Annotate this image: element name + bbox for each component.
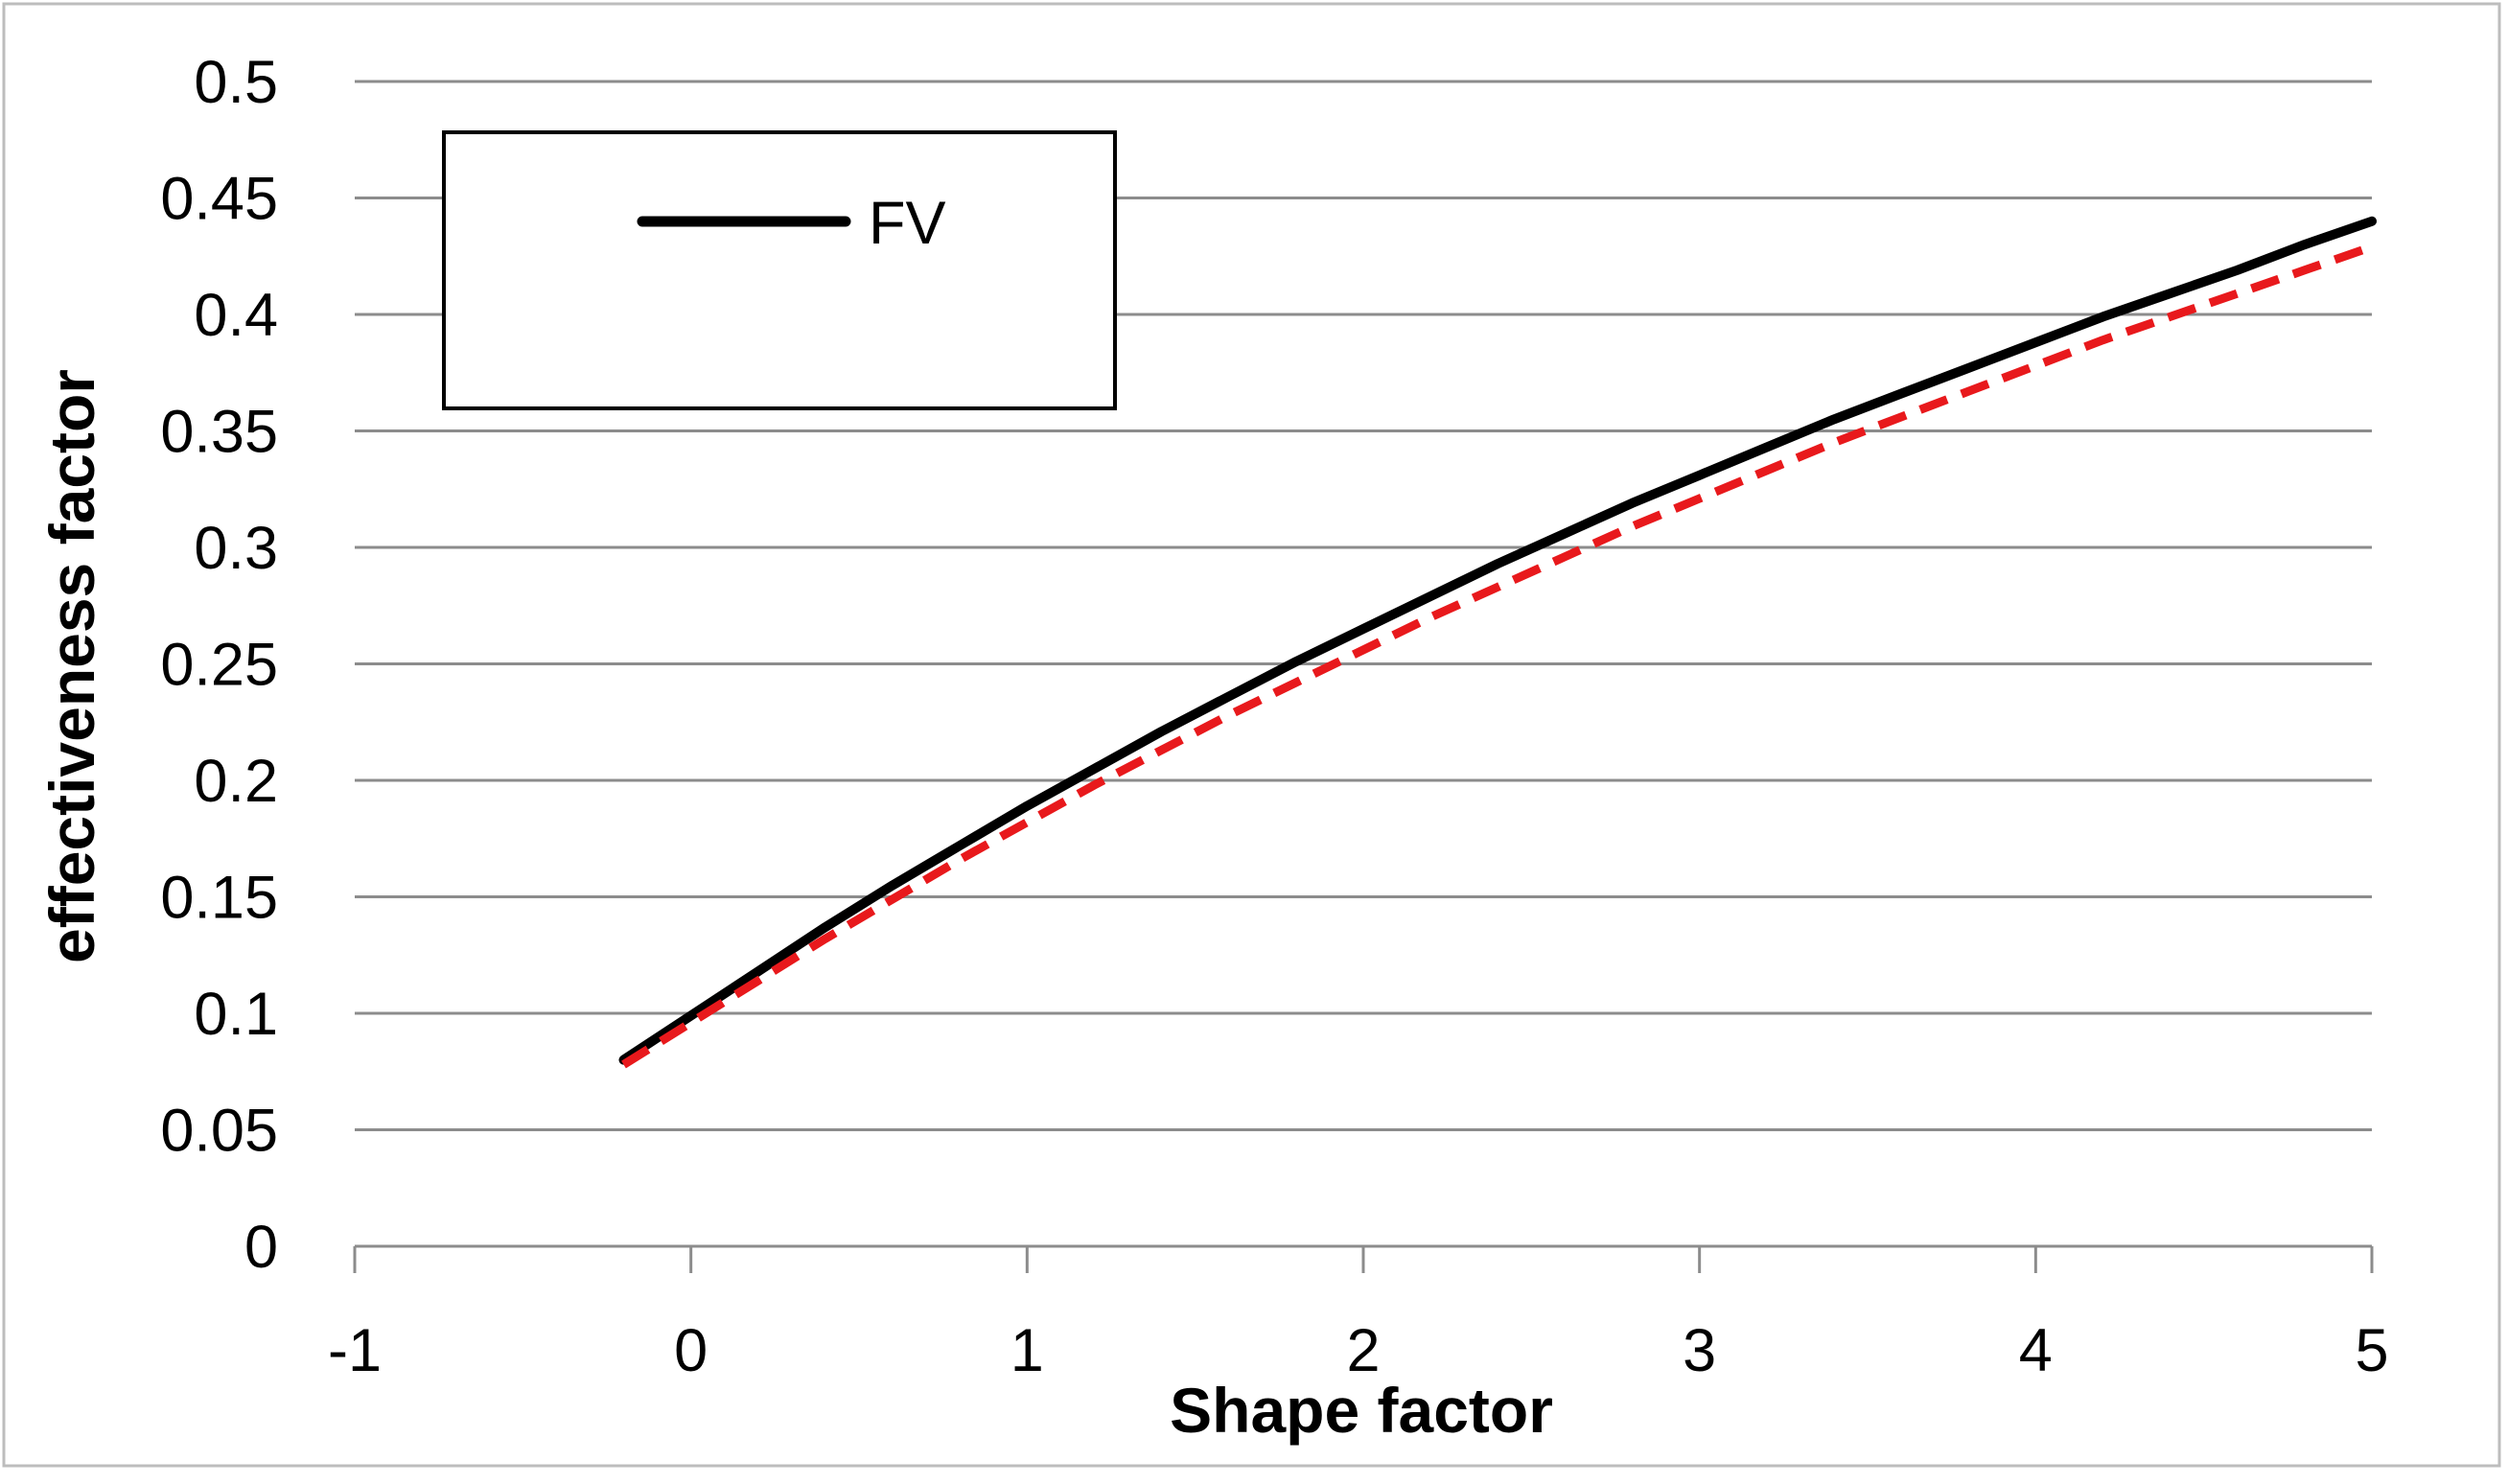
x-tick-label: -1	[328, 1317, 382, 1384]
y-tick-label: 0.1	[194, 981, 278, 1048]
y-tick-label: 0.5	[194, 49, 278, 116]
y-tick-label: 0.35	[160, 399, 278, 466]
y-tick-label: 0.25	[160, 632, 278, 699]
x-tick-label: 3	[1683, 1317, 1716, 1384]
y-tick-label: 0.15	[160, 865, 278, 932]
y-tick-label: 0.45	[160, 166, 278, 233]
x-tick-label: 5	[2355, 1317, 2388, 1384]
series-line-dashed	[621, 243, 2374, 1069]
x-tick-label: 4	[2019, 1317, 2053, 1384]
legend-label-fv: FV	[869, 190, 946, 257]
y-tick-labels: 0 0.05 0.1 0.15 0.2 0.25 0.3 0.35 0.4 0.45 0.5	[160, 49, 278, 1281]
legend-box	[442, 130, 1117, 410]
y-tick-label: 0	[244, 1214, 278, 1281]
x-tick-label: 1	[1010, 1317, 1044, 1384]
x-axis-title: Shape factor	[1170, 1375, 1553, 1446]
series-line-fv	[618, 216, 2377, 1065]
y-tick-label: 0.2	[194, 748, 278, 815]
y-tick-label: 0.3	[194, 515, 278, 582]
x-tick-label: 0	[674, 1317, 708, 1384]
x-tick-labels: -1 0 1 2 3 4 5	[328, 1317, 2389, 1384]
y-tick-label: 0.05	[160, 1098, 278, 1165]
legend: FV	[442, 130, 1117, 410]
axes	[353, 1244, 2374, 1273]
y-tick-label: 0.4	[194, 282, 278, 349]
series-lines	[618, 216, 2377, 1069]
x-tick-label: 2	[1346, 1317, 1380, 1384]
y-axis-title: effectiveness factor	[36, 369, 107, 963]
